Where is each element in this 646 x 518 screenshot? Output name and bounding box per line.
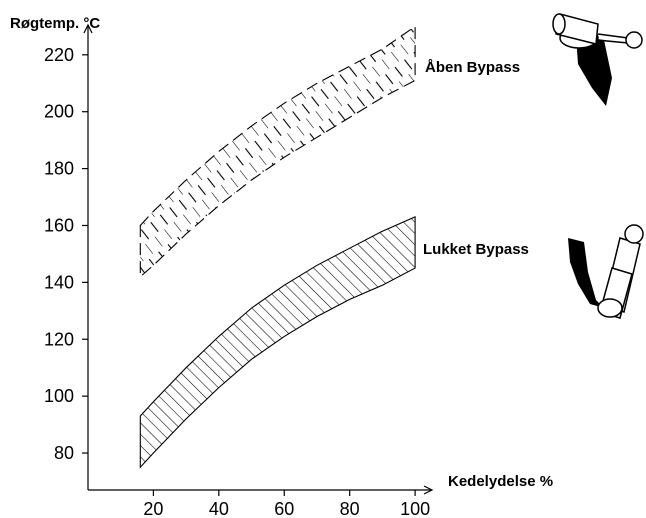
x-tick-label: 100 <box>400 499 430 518</box>
y-tick-label: 160 <box>44 215 74 235</box>
series-label-aaben-bypass: Åben Bypass <box>425 59 520 76</box>
series-band-0 <box>139 25 416 278</box>
x-tick-label: 40 <box>209 499 229 518</box>
y-axis-title: Røgtemp. °C <box>10 15 100 32</box>
valve-closed-icon <box>568 224 644 319</box>
x-axis-title: Kedelydelse % <box>448 473 553 490</box>
y-tick-label: 80 <box>54 443 74 463</box>
series-layer <box>139 25 416 469</box>
x-tick-label: 80 <box>340 499 360 518</box>
y-tick-label: 220 <box>44 45 74 65</box>
x-tick-label: 60 <box>274 499 294 518</box>
y-ticks: 80 100 120 140 160 180 200 220 <box>44 45 88 463</box>
y-tick-label: 100 <box>44 386 74 406</box>
y-tick-label: 140 <box>44 272 74 292</box>
series-band-1 <box>139 216 416 469</box>
y-tick-label: 120 <box>44 329 74 349</box>
x-axis-arrow <box>423 485 434 495</box>
axes <box>83 23 434 495</box>
valve-open-icon <box>552 13 643 106</box>
y-axis-arrow <box>83 23 93 34</box>
x-tick-label: 20 <box>143 499 163 518</box>
x-ticks: 20 40 60 80 100 <box>143 490 430 518</box>
y-tick-label: 180 <box>44 159 74 179</box>
y-tick-label: 200 <box>44 102 74 122</box>
series-label-lukket-bypass: Lukket Bypass <box>423 241 529 258</box>
